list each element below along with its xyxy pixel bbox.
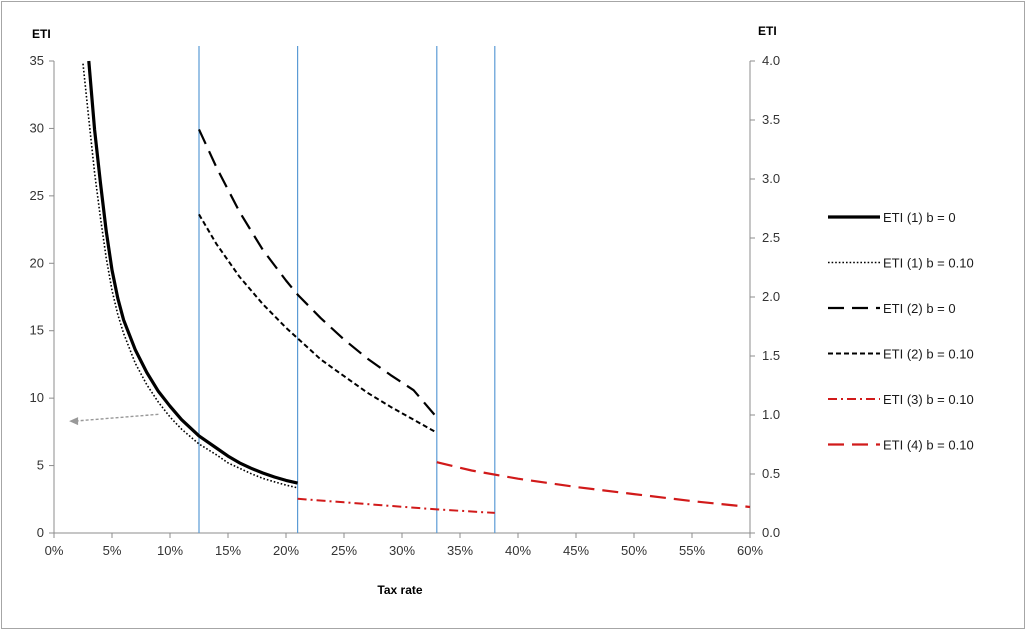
x-tick-label: 55%	[679, 543, 705, 558]
right-tick-label: 0.0	[762, 525, 780, 540]
x-tick-label: 50%	[621, 543, 647, 558]
right-tick-label: 0.5	[762, 466, 780, 481]
left-axis-title: ETI	[32, 27, 51, 41]
right-tick-label: 2.5	[762, 230, 780, 245]
x-tick-label: 45%	[563, 543, 589, 558]
right-tick-label: 4.0	[762, 53, 780, 68]
legend-label: ETI (2) b = 0	[883, 301, 956, 316]
left-tick-label: 10	[30, 390, 44, 405]
left-tick-label: 20	[30, 255, 44, 270]
left-tick-label: 35	[30, 53, 44, 68]
x-tick-label: 10%	[157, 543, 183, 558]
left-tick-label: 5	[37, 458, 44, 473]
right-tick-label: 1.0	[762, 407, 780, 422]
series-line	[198, 128, 438, 419]
arrow-head	[69, 417, 79, 426]
right-axis-title: ETI	[758, 24, 777, 38]
series-line	[198, 213, 438, 434]
legend-label: ETI (4) b = 0.10	[883, 438, 974, 453]
right-tick-label: 3.5	[762, 112, 780, 127]
x-tick-label: 0%	[45, 543, 64, 558]
series-layer	[69, 60, 751, 514]
axes-layer: 0 5 10 15 20 25 30 35 0.0 0.5 1.0 1.5 2.0 2.5 3.0 3.5 4.…	[30, 53, 781, 558]
x-tick-label: 5%	[103, 543, 122, 558]
x-tick-label: 35%	[447, 543, 473, 558]
x-tick-label: 40%	[505, 543, 531, 558]
x-axis-title: Tax rate	[377, 583, 422, 597]
series-line	[436, 461, 751, 509]
x-tick-label: 30%	[389, 543, 415, 558]
legend-label: ETI (2) b = 0.10	[883, 347, 974, 362]
x-tick-label: 15%	[215, 543, 241, 558]
x-tick-label: 20%	[273, 543, 299, 558]
legend-label: ETI (1) b = 0	[883, 210, 956, 225]
left-tick-label: 0	[37, 525, 44, 540]
left-tick-label: 25	[30, 188, 44, 203]
series-line	[297, 497, 495, 514]
legend: ETI (1) b = 0 ETI (1) b = 0.10 ETI (2) b =…	[828, 210, 974, 453]
legend-label: ETI (3) b = 0.10	[883, 392, 974, 407]
arrow-line	[75, 413, 159, 422]
left-tick-label: 30	[30, 120, 44, 135]
right-tick-label: 3.0	[762, 171, 780, 186]
series-line	[82, 63, 298, 489]
right-tick-label: 2.0	[762, 289, 780, 304]
vertical-lines-layer	[198, 46, 496, 533]
x-tick-label: 25%	[331, 543, 357, 558]
x-tick-label: 60%	[737, 543, 763, 558]
right-tick-label: 1.5	[762, 348, 780, 363]
series-line	[87, 60, 298, 485]
legend-label: ETI (1) b = 0.10	[883, 256, 974, 271]
left-tick-label: 15	[30, 323, 44, 338]
